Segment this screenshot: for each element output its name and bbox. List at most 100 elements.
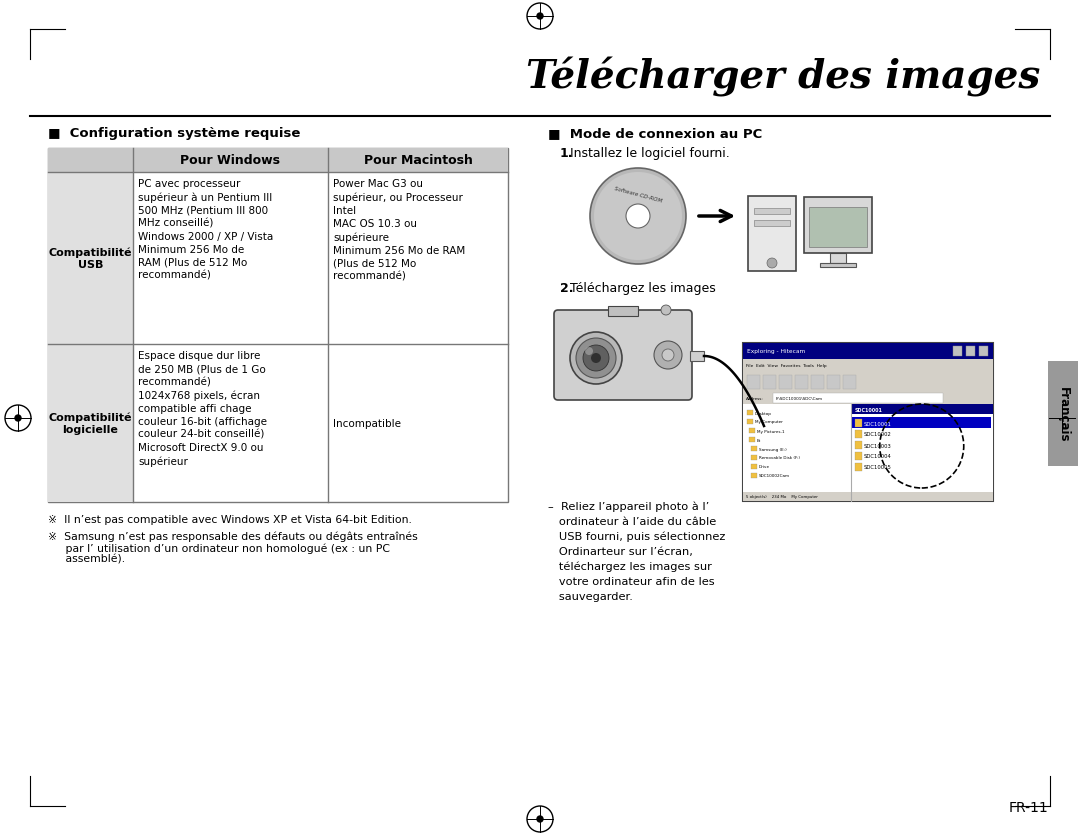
- Bar: [750, 429, 755, 434]
- Bar: [743, 359, 993, 373]
- Bar: [747, 375, 760, 390]
- Bar: [747, 420, 753, 425]
- Text: SDC10001: SDC10001: [864, 421, 891, 426]
- Bar: [750, 437, 755, 442]
- Bar: [48, 149, 508, 502]
- Text: 2.: 2.: [561, 282, 573, 294]
- Text: PC avec processeur
supérieur à un Pentium III
500 MHz (Pentium III 800
MHz conse: PC avec processeur supérieur à un Pentiu…: [138, 179, 273, 281]
- Bar: [608, 307, 638, 317]
- Circle shape: [594, 173, 681, 261]
- Bar: [779, 375, 792, 390]
- Circle shape: [15, 415, 21, 421]
- Text: ordinateur à l’aide du câble: ordinateur à l’aide du câble: [548, 517, 716, 527]
- Bar: [843, 375, 856, 390]
- Bar: [751, 465, 757, 470]
- Bar: [831, 253, 846, 263]
- Text: SDC10002Cam: SDC10002Cam: [759, 474, 791, 478]
- Bar: [804, 414, 859, 461]
- Text: ※  Il n’est pas compatible avec Windows XP et Vista 64-bit Edition.: ※ Il n’est pas compatible avec Windows X…: [48, 514, 411, 524]
- Text: SDC10003: SDC10003: [864, 443, 891, 448]
- Circle shape: [661, 306, 671, 316]
- Text: SDC10005: SDC10005: [864, 465, 891, 470]
- Text: votre ordinateur afin de les: votre ordinateur afin de les: [548, 576, 715, 586]
- Bar: [48, 149, 508, 173]
- Bar: [795, 375, 808, 390]
- Text: –  Reliez l’appareil photo à l’: – Reliez l’appareil photo à l’: [548, 502, 710, 512]
- Bar: [854, 420, 862, 427]
- Bar: [966, 347, 975, 357]
- Bar: [747, 410, 753, 415]
- Bar: [743, 344, 993, 502]
- Text: Ordinarteur sur l’écran,: Ordinarteur sur l’écran,: [548, 547, 693, 556]
- Text: Removable Disk (F:): Removable Disk (F:): [759, 456, 800, 460]
- Bar: [804, 198, 872, 253]
- Bar: [773, 394, 943, 404]
- Bar: [851, 405, 993, 415]
- Bar: [751, 456, 757, 461]
- Text: sauvegarder.: sauvegarder.: [548, 591, 633, 601]
- Bar: [820, 263, 856, 268]
- Bar: [48, 173, 133, 344]
- Circle shape: [576, 339, 616, 379]
- Bar: [690, 352, 704, 361]
- Text: téléchargez les images sur: téléchargez les images sur: [548, 561, 712, 572]
- Text: USB fourni, puis sélectionnez: USB fourni, puis sélectionnez: [548, 532, 726, 542]
- Text: 1.: 1.: [561, 147, 573, 160]
- Bar: [48, 344, 133, 502]
- Text: SDC10002: SDC10002: [864, 432, 891, 437]
- Bar: [1048, 361, 1078, 466]
- Text: ■  Mode de connexion au PC: ■ Mode de connexion au PC: [548, 127, 762, 140]
- Text: Exploring - Hitecam: Exploring - Hitecam: [747, 349, 806, 354]
- Bar: [851, 417, 991, 429]
- Bar: [879, 453, 893, 460]
- Text: Installez le logiciel fourni.: Installez le logiciel fourni.: [570, 147, 730, 160]
- Circle shape: [654, 342, 681, 370]
- Text: Pour Macintosh: Pour Macintosh: [364, 155, 472, 167]
- Circle shape: [537, 14, 543, 20]
- Circle shape: [778, 426, 789, 438]
- Bar: [809, 208, 867, 247]
- Text: Et: Et: [757, 438, 761, 442]
- Text: par l’ utilisation d’un ordinateur non homologué (ex : un PC: par l’ utilisation d’un ordinateur non h…: [48, 543, 390, 553]
- Text: Compatibilité
logicielle: Compatibilité logicielle: [49, 412, 132, 435]
- Circle shape: [767, 258, 777, 268]
- Circle shape: [662, 349, 674, 361]
- Circle shape: [626, 205, 650, 229]
- Circle shape: [591, 354, 600, 364]
- Bar: [743, 344, 993, 359]
- Bar: [754, 221, 789, 227]
- Text: SDC10004: SDC10004: [864, 454, 891, 459]
- Bar: [872, 460, 900, 463]
- Text: SDC10001: SDC10001: [854, 407, 882, 412]
- Bar: [754, 209, 789, 215]
- Text: Français: Français: [1056, 386, 1069, 441]
- Text: Pour Windows: Pour Windows: [180, 155, 281, 167]
- Text: My Pictures-1: My Pictures-1: [757, 429, 784, 433]
- Bar: [743, 393, 993, 405]
- Bar: [743, 492, 993, 502]
- Bar: [811, 375, 824, 390]
- Text: Software CD-ROM: Software CD-ROM: [613, 186, 662, 203]
- Text: FR-11: FR-11: [1009, 800, 1048, 814]
- Bar: [854, 452, 862, 461]
- Text: Desktop: Desktop: [755, 411, 772, 415]
- Bar: [854, 441, 862, 450]
- Text: Incompatible: Incompatible: [333, 419, 401, 429]
- Text: My Computer: My Computer: [755, 420, 783, 424]
- Bar: [868, 424, 905, 450]
- Text: Address:: Address:: [746, 396, 764, 400]
- Circle shape: [570, 333, 622, 385]
- Text: Téléchargez les images: Téléchargez les images: [570, 282, 716, 294]
- Circle shape: [1059, 415, 1065, 421]
- Text: Power Mac G3 ou
supérieur, ou Processeur
Intel
MAC OS 10.3 ou
supérieure
Minimum: Power Mac G3 ou supérieur, ou Processeur…: [333, 179, 465, 282]
- Bar: [751, 473, 757, 478]
- Circle shape: [590, 169, 686, 265]
- Bar: [978, 347, 988, 357]
- Text: Drive: Drive: [759, 465, 770, 469]
- Text: assemblé).: assemblé).: [48, 554, 125, 564]
- Bar: [743, 373, 993, 393]
- Text: Télécharger des images: Télécharger des images: [526, 57, 1040, 97]
- Circle shape: [537, 816, 543, 822]
- FancyBboxPatch shape: [554, 311, 692, 400]
- Bar: [864, 415, 909, 453]
